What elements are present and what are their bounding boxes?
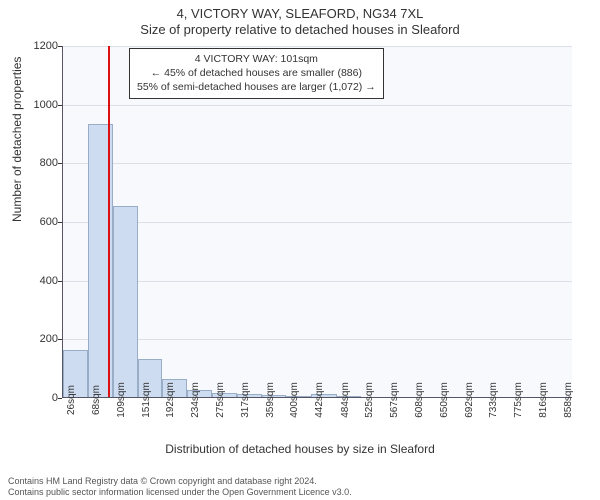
- gridline: [63, 339, 572, 340]
- xtick-label: 359sqm: [265, 382, 276, 418]
- xtick-label: 692sqm: [464, 382, 475, 418]
- xtick-label: 775sqm: [513, 382, 524, 418]
- annotation-line2: ← 45% of detached houses are smaller (88…: [137, 66, 376, 80]
- xtick-label: 650sqm: [439, 382, 450, 418]
- ytick-mark: [58, 105, 62, 106]
- ytick-mark: [58, 163, 62, 164]
- ytick-mark: [58, 398, 62, 399]
- xtick-label: 484sqm: [340, 382, 351, 418]
- x-axis-label: Distribution of detached houses by size …: [0, 442, 600, 456]
- ytick-mark: [58, 281, 62, 282]
- xtick-label: 567sqm: [389, 382, 400, 418]
- histogram-bar: [113, 206, 138, 397]
- annotation-line3: 55% of semi-detached houses are larger (…: [137, 80, 376, 94]
- ytick-mark: [58, 222, 62, 223]
- ytick-label: 400: [22, 275, 58, 287]
- ytick-label: 200: [22, 333, 58, 345]
- xtick-label: 109sqm: [116, 382, 127, 418]
- title-main: 4, VICTORY WAY, SLEAFORD, NG34 7XL: [0, 0, 600, 21]
- xtick-label: 275sqm: [215, 382, 226, 418]
- xtick-label: 151sqm: [141, 382, 152, 418]
- ytick-mark: [58, 46, 62, 47]
- xtick-label: 400sqm: [289, 382, 300, 418]
- xtick-label: 234sqm: [190, 382, 201, 418]
- ytick-label: 1200: [22, 40, 58, 52]
- gridline: [63, 222, 572, 223]
- gridline: [63, 163, 572, 164]
- ytick-label: 600: [22, 216, 58, 228]
- xtick-label: 26sqm: [66, 385, 77, 415]
- ytick-label: 800: [22, 157, 58, 169]
- marker-line: [108, 46, 110, 397]
- xtick-label: 816sqm: [538, 382, 549, 418]
- xtick-label: 317sqm: [240, 382, 251, 418]
- gridline: [63, 281, 572, 282]
- xtick-label: 192sqm: [165, 382, 176, 418]
- footer-line1: Contains HM Land Registry data © Crown c…: [8, 476, 352, 487]
- footer-line2: Contains public sector information licen…: [8, 487, 352, 498]
- ytick-label: 1000: [22, 99, 58, 111]
- annotation-line1: 4 VICTORY WAY: 101sqm: [137, 52, 376, 66]
- xtick-label: 733sqm: [488, 382, 499, 418]
- xtick-label: 525sqm: [364, 382, 375, 418]
- annotation-box: 4 VICTORY WAY: 101sqm ← 45% of detached …: [129, 48, 384, 99]
- gridline: [63, 46, 572, 47]
- plot-area: 4 VICTORY WAY: 101sqm ← 45% of detached …: [62, 46, 572, 398]
- xtick-label: 442sqm: [314, 382, 325, 418]
- y-axis-label: Number of detached properties: [10, 57, 24, 222]
- ytick-mark: [58, 339, 62, 340]
- title-sub: Size of property relative to detached ho…: [0, 21, 600, 37]
- ytick-label: 0: [22, 392, 58, 404]
- xtick-label: 68sqm: [91, 385, 102, 415]
- footer-attribution: Contains HM Land Registry data © Crown c…: [8, 476, 352, 499]
- gridline: [63, 105, 572, 106]
- chart-container: 4, VICTORY WAY, SLEAFORD, NG34 7XL Size …: [0, 0, 600, 500]
- xtick-label: 858sqm: [563, 382, 574, 418]
- xtick-label: 608sqm: [414, 382, 425, 418]
